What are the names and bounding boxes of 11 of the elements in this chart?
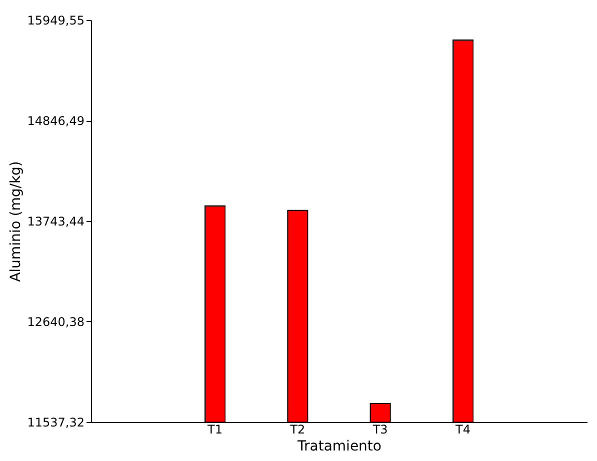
y-tick-label: 13743,44 bbox=[27, 214, 84, 228]
y-axis-title: Aluminio (mg/kg) bbox=[8, 161, 24, 282]
x-tick-label: T4 bbox=[454, 422, 470, 436]
y-tick-label: 14846,49 bbox=[27, 114, 84, 128]
x-tick-label: T3 bbox=[372, 422, 388, 436]
y-tick-label: 12640,38 bbox=[27, 315, 84, 329]
y-tick-label: 15949,55 bbox=[27, 14, 84, 28]
y-tick-label: 11537,32 bbox=[27, 416, 84, 430]
x-tick-label: T1 bbox=[206, 422, 222, 436]
x-tick-label: T2 bbox=[289, 422, 306, 436]
x-axis-title: Tratamiento bbox=[296, 438, 382, 454]
